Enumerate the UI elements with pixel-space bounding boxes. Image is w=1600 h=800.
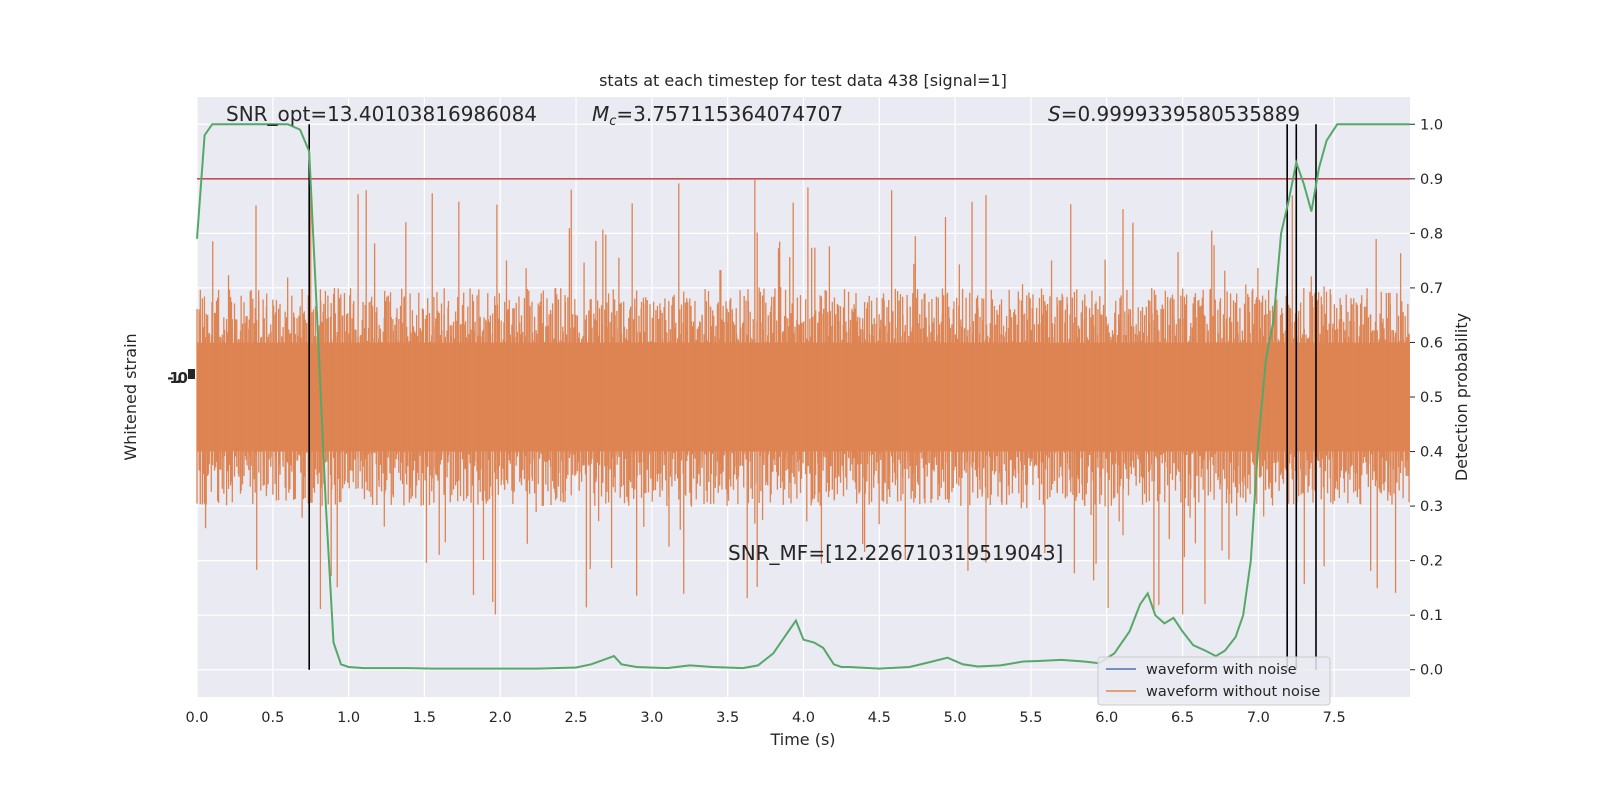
annotation-s: S=0.9999339580535889 <box>1048 102 1300 126</box>
s-value: =0.9999339580535889 <box>1061 102 1300 126</box>
chirp-mass-subscript: c <box>609 114 616 129</box>
y-tick-label: 1.0 <box>1420 117 1443 133</box>
annotation-snr-opt: SNR_opt=13.40103816986084 <box>226 102 537 126</box>
x-tick-label: 7.0 <box>1247 710 1270 726</box>
y-axis-right-ticks: 0.0 0.1 0.2 0.3 0.4 0.5 0.6 0.7 0.8 0.9 1.0 <box>1410 117 1443 679</box>
x-tick-label: 2.0 <box>489 710 512 726</box>
legend-label-without-noise: waveform without noise <box>1146 684 1320 700</box>
chirp-mass-symbol: M <box>592 102 609 126</box>
x-tick-label: 0.5 <box>261 710 284 726</box>
x-tick-label: 1.5 <box>413 710 436 726</box>
x-tick-label: 5.0 <box>944 710 967 726</box>
x-tick-label: 6.5 <box>1171 710 1194 726</box>
annotation-snr-mf: SNR_MF=[12.226710319519043] <box>728 541 1063 565</box>
y-tick-label: 0.7 <box>1420 281 1443 297</box>
legend-label-with-noise: waveform with noise <box>1146 662 1297 678</box>
x-tick-label: 2.5 <box>565 710 588 726</box>
y-tick-label: 0.1 <box>1420 608 1443 624</box>
y-tick-label: 0.2 <box>1420 554 1443 570</box>
x-tick-label: 1.0 <box>337 710 360 726</box>
x-tick-label: 3.5 <box>716 710 739 726</box>
y-axis-right-label: Detection probability <box>1452 313 1471 481</box>
x-axis-label: Time (s) <box>769 730 835 749</box>
chirp-mass-value: =3.757115364074707 <box>616 102 843 126</box>
series-detection-probability <box>196 123 1410 670</box>
y-tick-label: 0.4 <box>1420 445 1443 461</box>
y-tick-label: 0.8 <box>1420 226 1443 242</box>
x-tick-label: 4.5 <box>868 710 891 726</box>
x-axis-ticks: 0.0 0.5 1.0 1.5 2.0 2.5 3.0 3.5 4.0 4.5 5.0 5.5 6.0 6… <box>185 710 1345 726</box>
x-tick-label: 5.5 <box>1019 710 1042 726</box>
x-tick-label: 4.0 <box>792 710 815 726</box>
chart-title: stats at each timestep for test data 438… <box>599 71 1007 90</box>
left-tick-mark <box>188 369 195 379</box>
y-tick-label: 0.0 <box>1420 663 1443 679</box>
x-tick-label: 6.0 <box>1095 710 1118 726</box>
x-tick-label: 3.0 <box>640 710 663 726</box>
y-tick-label: 0.9 <box>1420 172 1443 188</box>
s-symbol: S <box>1048 102 1061 126</box>
y-tick-label: 0.3 <box>1420 499 1443 515</box>
y-tick-label: 0.6 <box>1420 335 1443 351</box>
x-tick-label: 0.0 <box>185 710 208 726</box>
x-tick-label: 7.5 <box>1323 710 1346 726</box>
y-axis-left-label: Whitened strain <box>121 333 140 460</box>
vertical-marker-lines <box>308 124 1317 670</box>
legend-box <box>1097 656 1331 706</box>
detection-probability-line <box>196 123 1410 670</box>
annotation-chirp-mass: Mc=3.757115364074707 <box>592 102 843 129</box>
legend: waveform with noise waveform without noi… <box>1097 656 1331 706</box>
y-tick-label: 0.5 <box>1420 390 1443 406</box>
